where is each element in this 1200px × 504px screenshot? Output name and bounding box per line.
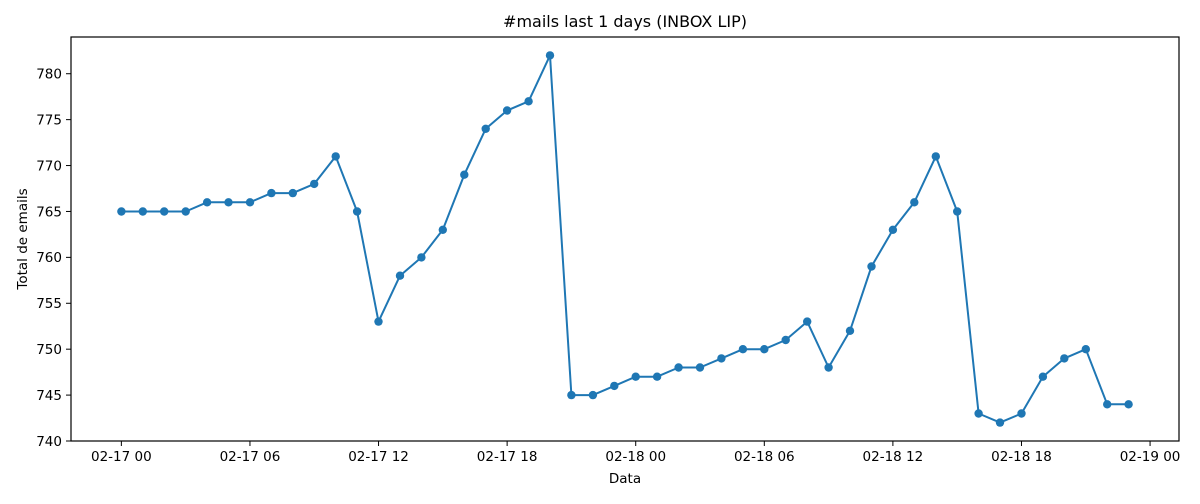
data-point <box>524 97 533 106</box>
data-point <box>738 345 748 354</box>
x-tick-label: 02-17 18 <box>477 449 538 465</box>
data-point <box>867 262 876 271</box>
data-point <box>588 390 598 400</box>
data-point <box>781 335 790 345</box>
y-axis-label: Total de emails <box>15 188 31 290</box>
y-tick-label: 780 <box>36 67 62 83</box>
data-point <box>1081 345 1091 354</box>
data-point <box>267 188 276 198</box>
data-point <box>995 418 1005 427</box>
x-tick-label: 02-17 06 <box>220 449 281 465</box>
data-point <box>824 363 833 372</box>
data-point <box>224 198 233 207</box>
data-point <box>695 363 705 372</box>
y-tick-label: 760 <box>36 250 62 266</box>
data-point <box>888 225 898 234</box>
x-tick-label: 02-18 00 <box>605 449 666 465</box>
y-tick-label: 775 <box>36 112 62 128</box>
data-point <box>567 390 576 400</box>
data-point <box>460 170 469 179</box>
data-point <box>953 207 962 216</box>
data-point <box>931 152 940 161</box>
x-axis-label: Data <box>609 471 641 487</box>
data-point <box>352 207 362 216</box>
data-point <box>160 207 169 216</box>
data-point <box>417 253 426 262</box>
data-point <box>1103 400 1112 409</box>
line-series <box>120 54 1130 424</box>
data-point <box>674 363 683 372</box>
data-point <box>481 124 490 133</box>
data-point <box>202 198 212 207</box>
data-point <box>760 345 769 354</box>
data-point <box>138 207 147 216</box>
x-tick-label: 02-17 00 <box>91 449 152 465</box>
data-point <box>245 198 255 207</box>
y-tick-label: 750 <box>36 342 62 358</box>
data-point <box>1124 400 1133 409</box>
y-tick-label: 745 <box>36 388 62 404</box>
data-point <box>1060 354 1069 363</box>
data-point <box>438 225 447 234</box>
data-point <box>1038 372 1048 381</box>
data-point <box>1017 409 1026 418</box>
data-point <box>974 409 983 418</box>
data-point <box>181 207 190 216</box>
data-point <box>910 198 919 207</box>
data-point <box>652 372 662 381</box>
plot-frame <box>70 36 1180 442</box>
y-tick-label: 765 <box>36 204 62 220</box>
chart-title: #mails last 1 days (INBOX LIP) <box>503 12 747 31</box>
x-tick-label: 02-19 00 <box>1120 449 1181 465</box>
x-tick-label: 02-17 12 <box>348 449 409 465</box>
data-point <box>310 179 319 189</box>
y-tick-label: 755 <box>36 296 62 312</box>
data-point <box>845 326 855 335</box>
data-point <box>803 317 812 326</box>
data-point <box>288 188 297 198</box>
y-tick-label: 770 <box>36 158 62 174</box>
x-tick-label: 02-18 06 <box>734 449 795 465</box>
data-point <box>374 317 383 326</box>
data-point <box>117 207 126 216</box>
data-point <box>631 372 640 381</box>
data-point <box>502 106 512 115</box>
x-tick-label: 02-18 18 <box>991 449 1052 465</box>
y-tick-label: 740 <box>36 434 62 450</box>
data-point <box>331 152 340 161</box>
data-point <box>545 51 555 60</box>
data-point <box>395 271 405 280</box>
x-tick-label: 02-18 12 <box>863 449 924 465</box>
data-point <box>610 381 619 391</box>
data-point <box>717 354 726 363</box>
plot-area: 02-17 00 02-17 06 02-17 12 02-17 18 02-18 00… <box>36 36 1181 465</box>
